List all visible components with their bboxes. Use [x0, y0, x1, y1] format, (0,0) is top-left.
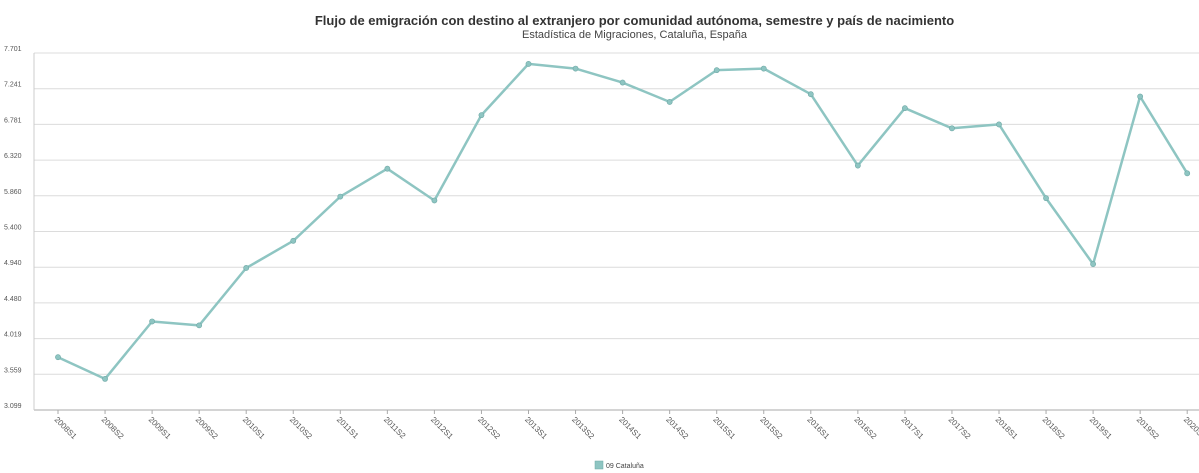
data-point[interactable]	[384, 165, 391, 172]
y-tick-label: 5.400	[4, 225, 22, 232]
y-tick-label: 6.320	[4, 153, 22, 160]
y-tick-label: 5.860	[4, 189, 22, 196]
x-tick-label: 2018S1	[994, 415, 1020, 441]
y-tick-label: 4.940	[4, 260, 22, 267]
data-point[interactable]	[149, 318, 155, 325]
data-point[interactable]	[902, 105, 908, 112]
x-tick-label: 2010S1	[241, 415, 267, 441]
data-point[interactable]	[760, 65, 767, 72]
y-tick-label: 4.480	[4, 296, 22, 303]
y-axis: 7.701 7.241 6.781 6.320 5.860 5.400 4.940 4.480…	[4, 46, 22, 410]
x-tick-label: 2009S2	[194, 415, 220, 441]
x-tick-label: 2011S1	[335, 415, 361, 441]
data-point[interactable]	[666, 99, 673, 105]
x-tick-label: 2009S1	[147, 415, 173, 441]
x-tick-label: 2011S2	[382, 415, 408, 441]
y-tick-label: 6.781	[4, 117, 22, 124]
data-point[interactable]	[1184, 170, 1191, 177]
data-point[interactable]	[996, 121, 1002, 128]
data-point[interactable]	[854, 162, 861, 169]
data-point[interactable]	[55, 354, 61, 361]
x-tick-label: 2016S2	[852, 415, 878, 441]
chart-subtitle: Estadística de Migraciones, Cataluña, Es…	[521, 29, 748, 41]
x-tick-label: 2017S1	[899, 415, 925, 441]
legend-label[interactable]: 09 Cataluña	[606, 463, 644, 470]
legend-swatch[interactable]	[594, 460, 604, 470]
y-tick-label: 3.099	[4, 403, 22, 410]
data-point[interactable]	[196, 322, 203, 329]
x-tick-label: 2019S1	[1088, 415, 1114, 441]
data-point[interactable]	[1137, 93, 1144, 100]
x-axis: 2008S1 2008S2 2009S1 2009S2 2010S1 2010S2 2011…	[53, 410, 1199, 441]
data-point[interactable]	[525, 61, 532, 67]
data-point[interactable]	[572, 65, 579, 72]
x-tick-label: 2013S2	[570, 415, 596, 441]
data-point[interactable]	[1090, 261, 1096, 267]
grid-layer	[33, 52, 1199, 411]
x-tick-label: 2015S1	[711, 415, 737, 441]
data-point[interactable]	[102, 375, 108, 382]
legend[interactable]: 09 Cataluña	[594, 460, 644, 470]
data-point[interactable]	[619, 79, 626, 86]
x-tick-label: 2016S1	[805, 415, 831, 441]
x-tick-label: 2018S2	[1041, 415, 1067, 441]
data-point[interactable]	[807, 91, 814, 98]
data-point[interactable]	[1043, 195, 1049, 202]
series-layer	[55, 61, 1191, 382]
x-tick-label: 2008S2	[100, 415, 126, 441]
x-tick-label: 2012S1	[429, 415, 455, 441]
data-point[interactable]	[478, 112, 485, 119]
data-point[interactable]	[713, 67, 720, 74]
series-line	[57, 62, 1189, 381]
y-tick-label: 3.559	[4, 367, 22, 374]
data-point[interactable]	[243, 265, 250, 271]
y-tick-label: 7.701	[4, 46, 22, 53]
y-tick-label: 7.241	[4, 82, 22, 89]
x-tick-label: 2008S1	[53, 415, 79, 441]
data-point[interactable]	[949, 125, 955, 132]
data-point[interactable]	[431, 197, 438, 204]
x-tick-label: 2013S1	[523, 415, 549, 441]
data-point[interactable]	[290, 237, 297, 244]
chart-title: Flujo de emigración con destino al extra…	[314, 13, 955, 28]
y-tick-label: 4.019	[4, 332, 22, 339]
x-tick-label: 2017S2	[947, 415, 973, 441]
x-tick-label: 2020S1	[1182, 415, 1199, 441]
data-point[interactable]	[337, 193, 344, 200]
x-tick-label: 2014S1	[617, 415, 643, 441]
x-tick-label: 2019S2	[1135, 415, 1161, 441]
x-tick-label: 2010S2	[288, 415, 314, 441]
x-tick-label: 2012S2	[476, 415, 502, 441]
x-tick-label: 2015S2	[758, 415, 784, 441]
x-tick-label: 2014S2	[664, 415, 690, 441]
